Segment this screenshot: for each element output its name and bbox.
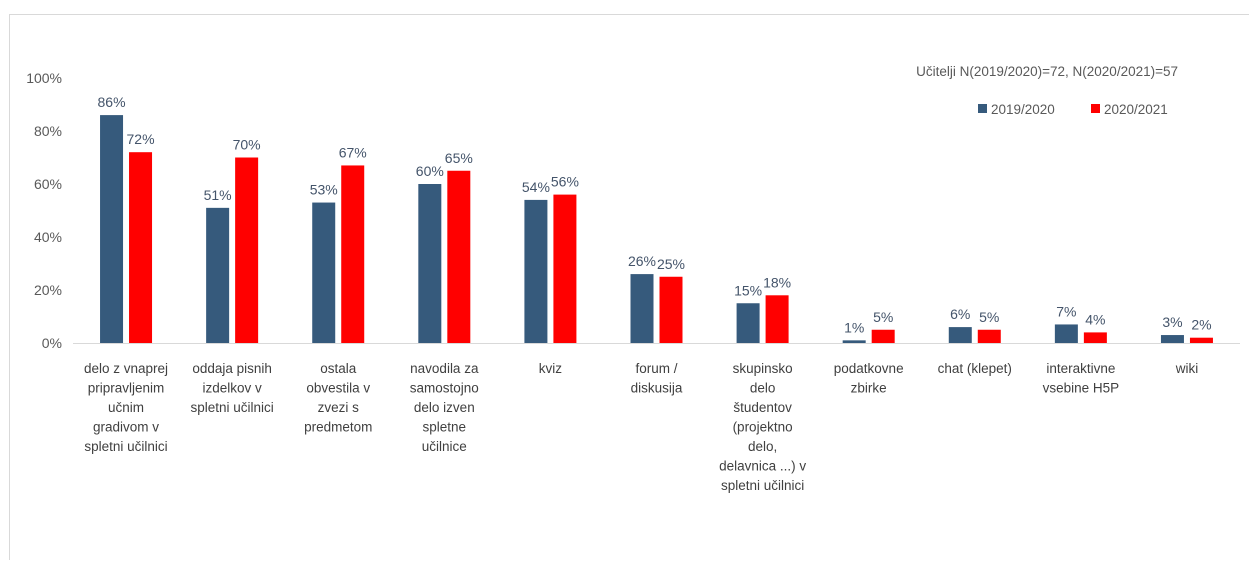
data-label: 18% [763,274,791,290]
bar-2020-2021-4 [553,194,577,343]
data-label: 4% [1085,311,1105,327]
y-tick-label: 0% [42,335,62,351]
data-label: 26% [628,253,656,269]
y-tick-label: 20% [34,282,62,298]
category-labels: delo z vnaprej pripravljenim učnim gradivom… [84,361,1198,493]
data-label: 86% [98,94,126,110]
data-label: 3% [1162,314,1182,330]
bar-2020-2021-0 [129,152,153,343]
legend-swatch-2019-2020 [978,104,987,113]
category-label: interaktivne vsebine H5P [1043,361,1120,396]
bar-2020-2021-8 [977,329,1001,343]
category-label: ostala obvestila v zvezi s predmetom [304,361,372,435]
data-label: 56% [551,174,579,190]
data-label: 54% [522,179,550,195]
data-label: 51% [204,187,232,203]
data-labels: 86%72%51%70%53%67%60%65%54% 56%26% 25%15% 1… [98,94,1212,335]
category-label: forum / diskusija [631,361,683,396]
category-label: navodila za samostojno delo izven spletne uč… [410,361,479,454]
bar-2019-2020-10 [1160,335,1184,343]
bar-2020-2021-1 [235,157,259,343]
data-label: 72% [127,131,155,147]
data-label: 65% [445,150,473,166]
category-label: delo z vnaprej pripravljenim učnim gradivom… [84,361,168,454]
bar-2019-2020-0 [100,115,124,343]
category-label: skupinsko delo študentov (projektno delo, del… [719,361,806,493]
chart-frame [9,14,1249,560]
data-label: 5% [873,309,893,325]
data-label: 7% [1056,303,1076,319]
data-label: 53% [310,182,338,198]
category-label: podatkovne zbirke [834,361,904,396]
legend-label-2020-2021: 2020/2021 [1104,102,1168,117]
legend-label-2019-2020: 2019/2020 [991,102,1055,117]
data-label: 70% [233,137,261,153]
bar-2019-2020-3 [418,184,442,343]
legend: 2019/2020 2020/2021 [978,102,1168,117]
y-tick-label: 100% [26,70,62,86]
data-label: 60% [416,163,444,179]
bar-2019-2020-1 [206,207,230,343]
bar-2020-2021-7 [871,329,895,343]
y-tick-label: 80% [34,123,62,139]
bar-2020-2021-5 [659,276,683,343]
data-label: 67% [339,144,367,160]
bar-2020-2021-3 [447,170,471,343]
category-label: oddaja pisnih izdelkov v spletni učilnici [190,361,273,415]
bar-2020-2021-10 [1189,337,1213,343]
legend-swatch-2020-2021 [1091,104,1100,113]
y-axis: 0% 20% 40% 60% 80% 100% [26,70,62,351]
bar-2019-2020-5 [630,274,654,343]
y-tick-label: 60% [34,176,62,192]
data-label: 2% [1191,317,1211,333]
y-tick-label: 40% [34,229,62,245]
bar-2019-2020-2 [312,202,336,343]
data-label: 15% [734,282,762,298]
data-label: 6% [950,306,970,322]
bar-2020-2021-6 [765,295,789,343]
bars [100,115,1213,343]
category-label: kviz [539,361,562,376]
bar-2020-2021-2 [341,165,365,343]
bar-2019-2020-9 [1054,324,1078,343]
data-label: 25% [657,256,685,272]
category-label: chat (klepet) [938,361,1012,376]
bar-2019-2020-8 [948,327,972,343]
data-label: 1% [844,319,864,335]
bar-2019-2020-6 [736,303,760,343]
sample-size-note: Učitelji N(2019/2020)=72, N(2020/2021)=5… [916,64,1178,79]
bar-2019-2020-7 [842,340,866,343]
data-label: 5% [979,309,999,325]
bar-2020-2021-9 [1083,332,1107,343]
category-label: wiki [1175,361,1199,376]
bar-2019-2020-4 [524,199,548,343]
